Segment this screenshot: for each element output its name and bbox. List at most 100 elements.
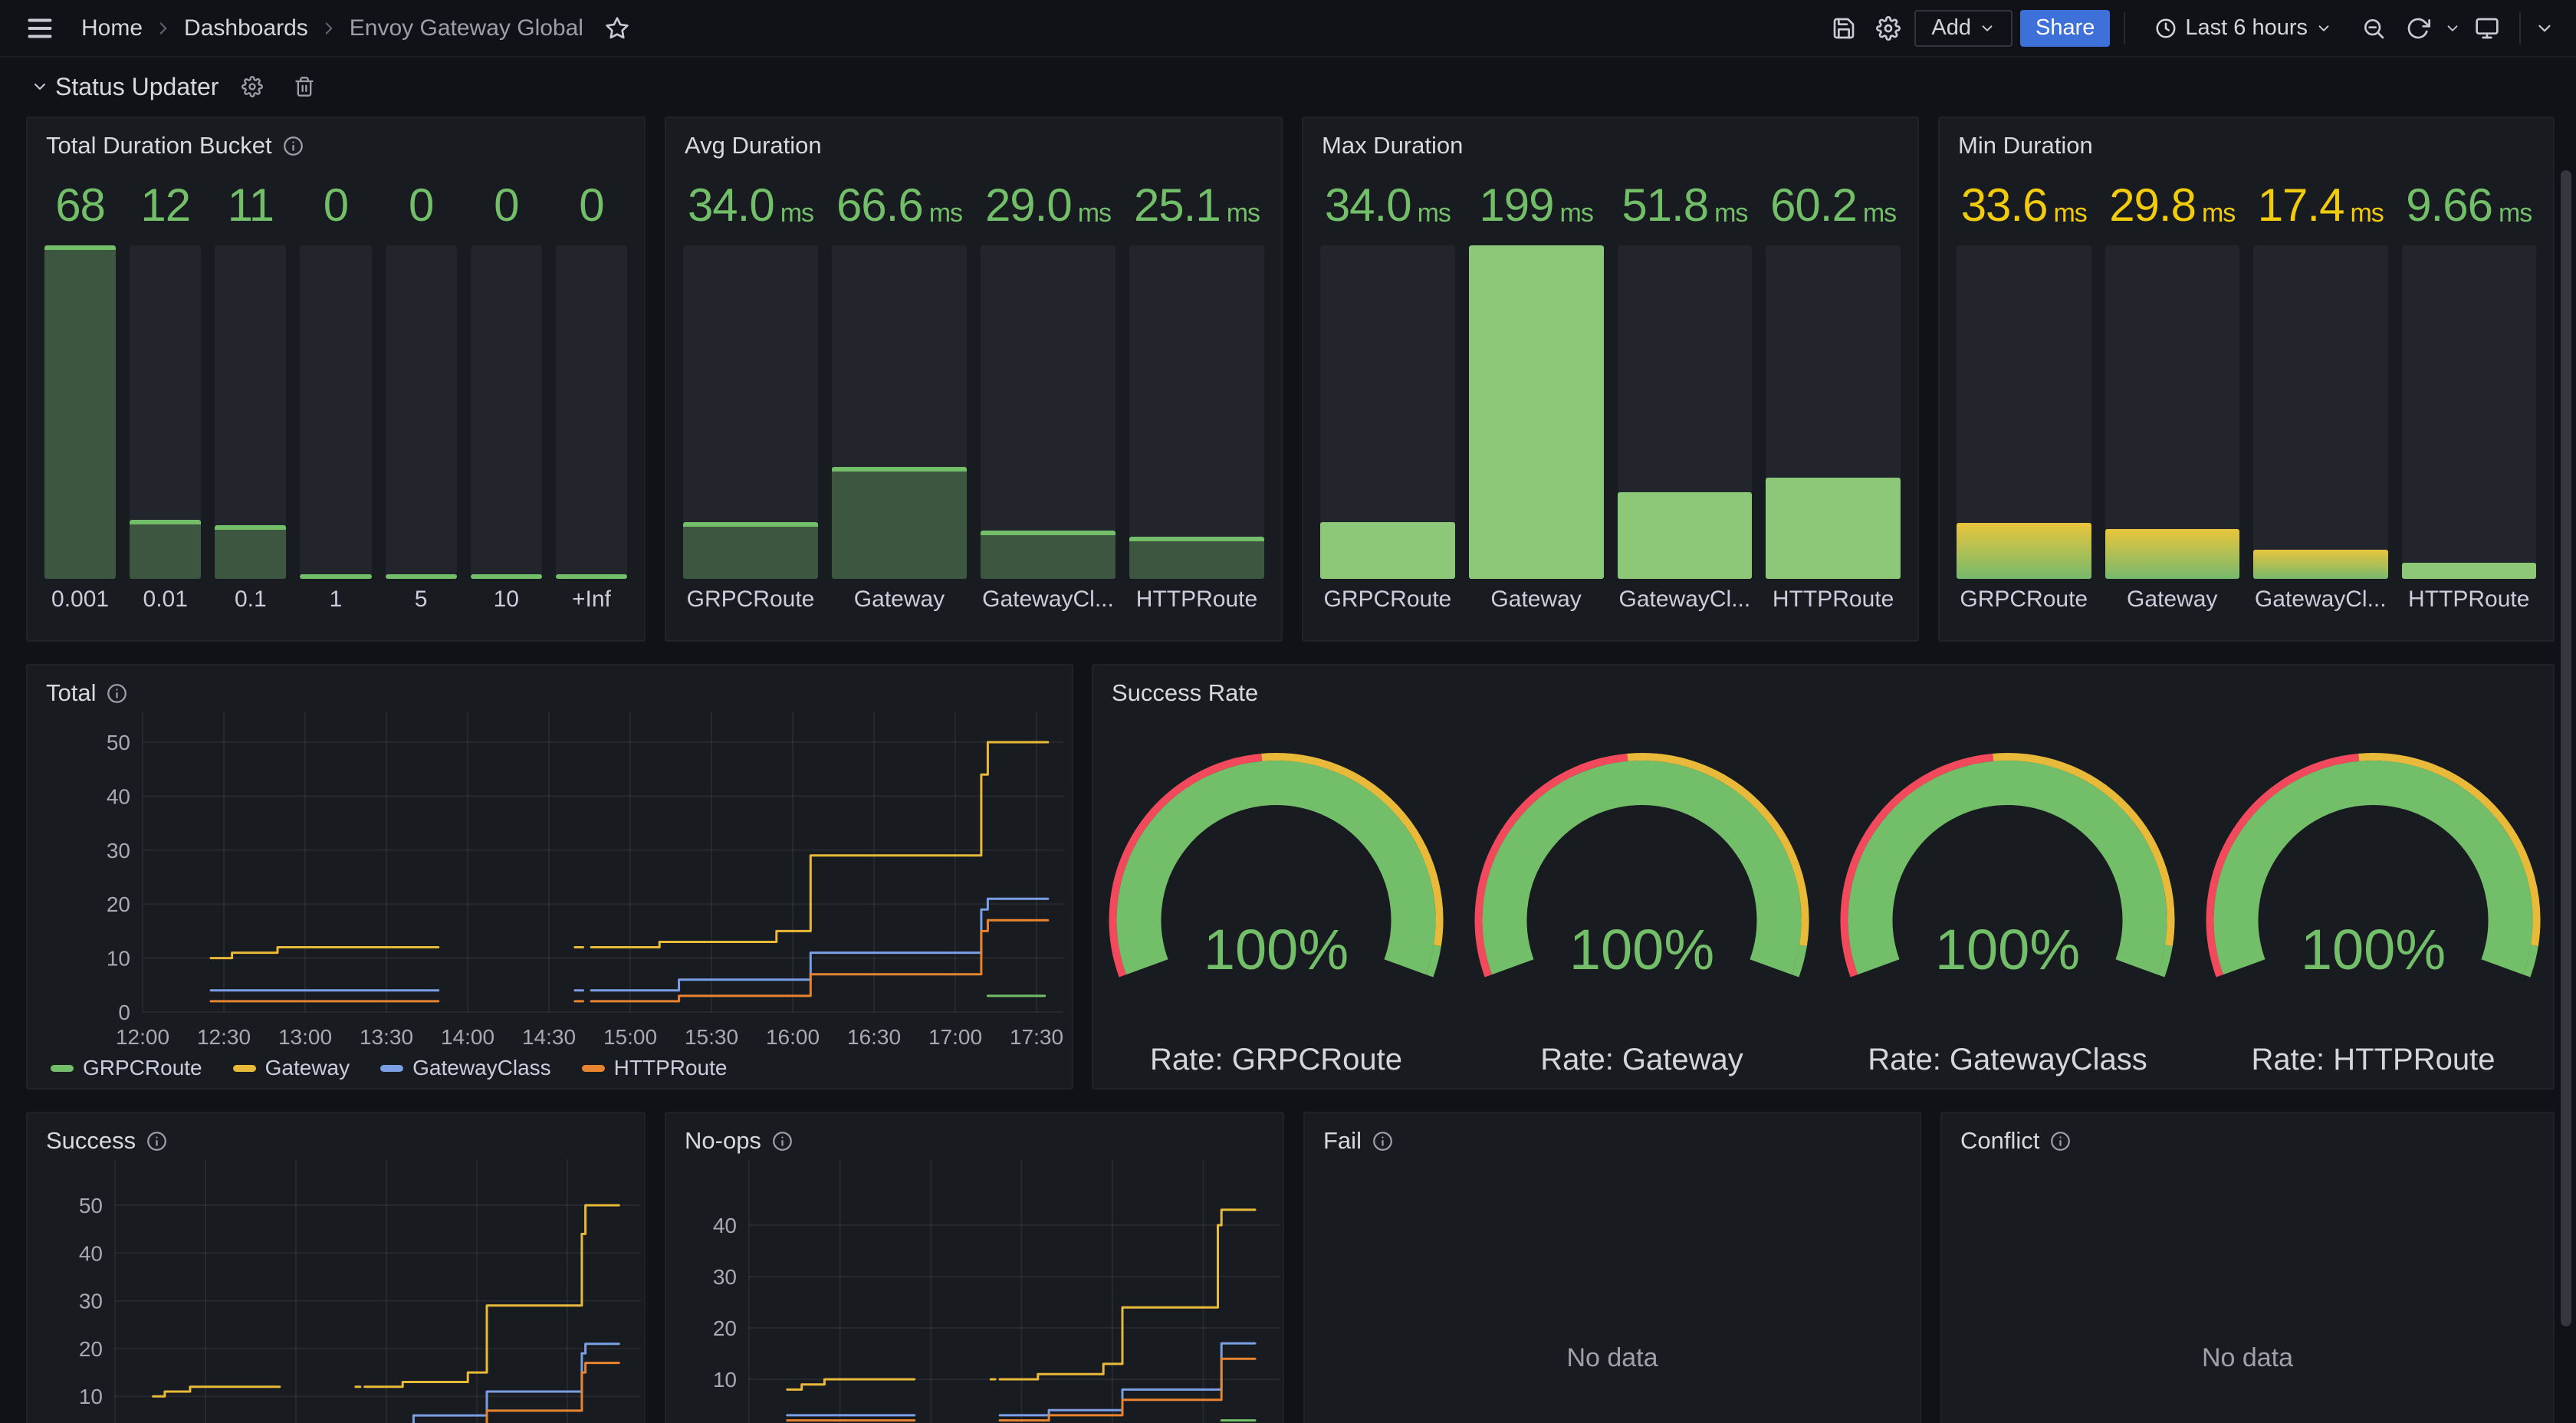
gauge[interactable]: 100% Rate: HTTPRoute: [2190, 712, 2556, 1088]
panel-no-ops: No-ops 10 20 30 40: [665, 1112, 1284, 1423]
row-collapse-icon[interactable]: [31, 77, 49, 96]
panel-total-duration-bucket: Total Duration Bucket 68 0.001 12 0.01 11 0.1…: [26, 117, 646, 642]
bar-gauge-value: 9.66 ms: [2406, 179, 2532, 231]
bar-gauge-column: 68 0.001: [44, 179, 117, 613]
bar-gauge-axis-label: GatewayCl...: [982, 587, 1114, 612]
bar-gauge-fill: [1617, 491, 1753, 579]
bar-gauge-axis-label: GRPCRoute: [1960, 587, 2088, 612]
gauge-value: 100%: [1569, 918, 1715, 981]
legend-swatch: [232, 1064, 256, 1072]
gauge[interactable]: 100% Rate: GRPCRoute: [1093, 712, 1459, 1088]
share-button-label: Share: [2036, 15, 2095, 40]
bar-gauge-axis-label: 0.01: [143, 587, 188, 612]
legend-item[interactable]: HTTPRoute: [581, 1056, 727, 1080]
bar-gauge-track: [215, 245, 287, 579]
bar-gauge-track: [555, 245, 627, 579]
panel-header[interactable]: Total Duration Bucket: [28, 118, 644, 159]
share-button[interactable]: Share: [2020, 9, 2111, 47]
svg-text:10: 10: [79, 1385, 103, 1408]
panel-max-duration: Max Duration 34.0 ms GRPCRoute 199 ms Gateway…: [1302, 117, 1919, 642]
time-range-picker[interactable]: Last 6 hours: [2139, 10, 2348, 47]
panel-title: No-ops: [685, 1127, 761, 1154]
bar-gauge-axis-label: 10: [493, 587, 519, 612]
time-series-chart[interactable]: 0 10 20 30 40 50 12:00 12:30 13:00 13:30 14:00 14:3…: [28, 665, 1072, 1088]
bar-gauge-track: [683, 245, 818, 579]
svg-text:13:00: 13:00: [278, 1025, 332, 1049]
svg-text:17:00: 17:00: [928, 1025, 982, 1049]
info-icon[interactable]: [283, 136, 304, 156]
panel-header[interactable]: Success Rate: [1093, 665, 2553, 707]
bar-gauge-axis-label: GatewayCl...: [1618, 587, 1751, 612]
svg-text:10: 10: [713, 1368, 737, 1392]
settings-icon[interactable]: [1870, 10, 1907, 47]
gauge-value: 100%: [1934, 918, 2081, 981]
legend-item[interactable]: GatewayClass: [380, 1056, 551, 1080]
svg-text:50: 50: [107, 731, 130, 754]
bar-gauge-axis-label: HTTPRoute: [1772, 587, 1894, 612]
breadcrumb-home[interactable]: Home: [81, 15, 143, 41]
svg-text:16:30: 16:30: [847, 1025, 901, 1049]
bar-gauge-track: [1766, 245, 1901, 579]
kiosk-mode-icon[interactable]: [2469, 10, 2505, 47]
add-button[interactable]: Add: [1914, 9, 2013, 47]
bar-gauge-fill: [1320, 521, 1455, 579]
nav-actions: Add Share Last 6 hours: [1825, 9, 2555, 47]
row-delete-trash-icon[interactable]: [288, 70, 321, 104]
gauge[interactable]: 100% Rate: GatewayClass: [1825, 712, 2190, 1088]
refresh-interval-dropdown[interactable]: [2444, 20, 2461, 37]
chart-legend: GRPCRoute Gateway GatewayClass HTTPRoute: [51, 1056, 727, 1080]
panel-title: Min Duration: [1958, 132, 2093, 159]
bar-gauge-track: [1617, 245, 1753, 579]
svg-text:20: 20: [713, 1316, 737, 1340]
save-icon[interactable]: [1825, 10, 1862, 47]
svg-text:20: 20: [107, 892, 130, 916]
refresh-icon[interactable]: [2400, 10, 2436, 47]
legend-item[interactable]: GRPCRoute: [51, 1056, 202, 1080]
info-icon[interactable]: [1372, 1131, 1393, 1152]
bar-gauge-track: [2253, 245, 2388, 579]
panel-header[interactable]: Min Duration: [1940, 118, 2553, 159]
bar-gauge-value: 0: [579, 179, 604, 231]
bar-gauge-axis-label: GRPCRoute: [1323, 587, 1452, 612]
gauge[interactable]: 100% Rate: Gateway: [1459, 712, 1825, 1088]
svg-text:12:30: 12:30: [197, 1025, 251, 1049]
panel-header[interactable]: Success: [28, 1113, 644, 1155]
bar-gauge-axis-label: Gateway: [853, 587, 945, 612]
svg-text:10: 10: [107, 947, 130, 971]
panel-header[interactable]: No-ops: [666, 1113, 1283, 1155]
bar-gauge-fill: [1766, 478, 1901, 579]
zoom-out-icon[interactable]: [2355, 10, 2392, 47]
panel-header[interactable]: Fail: [1305, 1113, 1920, 1155]
panel-header[interactable]: Conflict: [1942, 1113, 2553, 1155]
bar-gauge-fill: [1129, 537, 1264, 579]
panel-conflict: Conflict No data: [1940, 1112, 2555, 1423]
bar-gauge-fill: [555, 574, 627, 579]
panel-header[interactable]: Total: [28, 665, 1072, 707]
scrollbar-thumb[interactable]: [2561, 170, 2571, 1326]
menu-icon[interactable]: [21, 10, 58, 47]
info-icon[interactable]: [2050, 1131, 2071, 1152]
breadcrumb-dashboards[interactable]: Dashboards: [184, 15, 308, 41]
panel-header[interactable]: Max Duration: [1303, 118, 1917, 159]
legend-item[interactable]: Gateway: [232, 1056, 350, 1080]
bar-gauge-column: 51.8 ms GatewayCl...: [1617, 179, 1753, 613]
bar-gauge-value: 66.6 ms: [836, 179, 963, 231]
star-icon[interactable]: [599, 10, 636, 47]
legend-swatch: [581, 1064, 605, 1072]
panel-header[interactable]: Avg Duration: [666, 118, 1281, 159]
collapse-toolbar-icon[interactable]: [2535, 18, 2555, 38]
row-title[interactable]: Status Updater: [55, 72, 219, 100]
bar-gauge-fill: [2104, 528, 2239, 579]
time-series-chart[interactable]: 10 20 30 40: [666, 1113, 1283, 1423]
bar-gauge-track: [1129, 245, 1264, 579]
bar-gauge-track: [1320, 245, 1455, 579]
gauge-label: Rate: Gateway: [1540, 1043, 1743, 1076]
row-settings-gear-icon[interactable]: [235, 70, 269, 104]
bar-gauge-fill: [130, 520, 202, 579]
bar-gauge-value: 60.2 ms: [1770, 179, 1897, 231]
svg-text:0: 0: [118, 1001, 130, 1024]
legend-swatch: [380, 1064, 404, 1072]
time-series-chart[interactable]: 10 20 30 40 50: [28, 1113, 644, 1423]
clock-icon: [2154, 17, 2177, 40]
gauge-value: 100%: [1203, 918, 1349, 981]
